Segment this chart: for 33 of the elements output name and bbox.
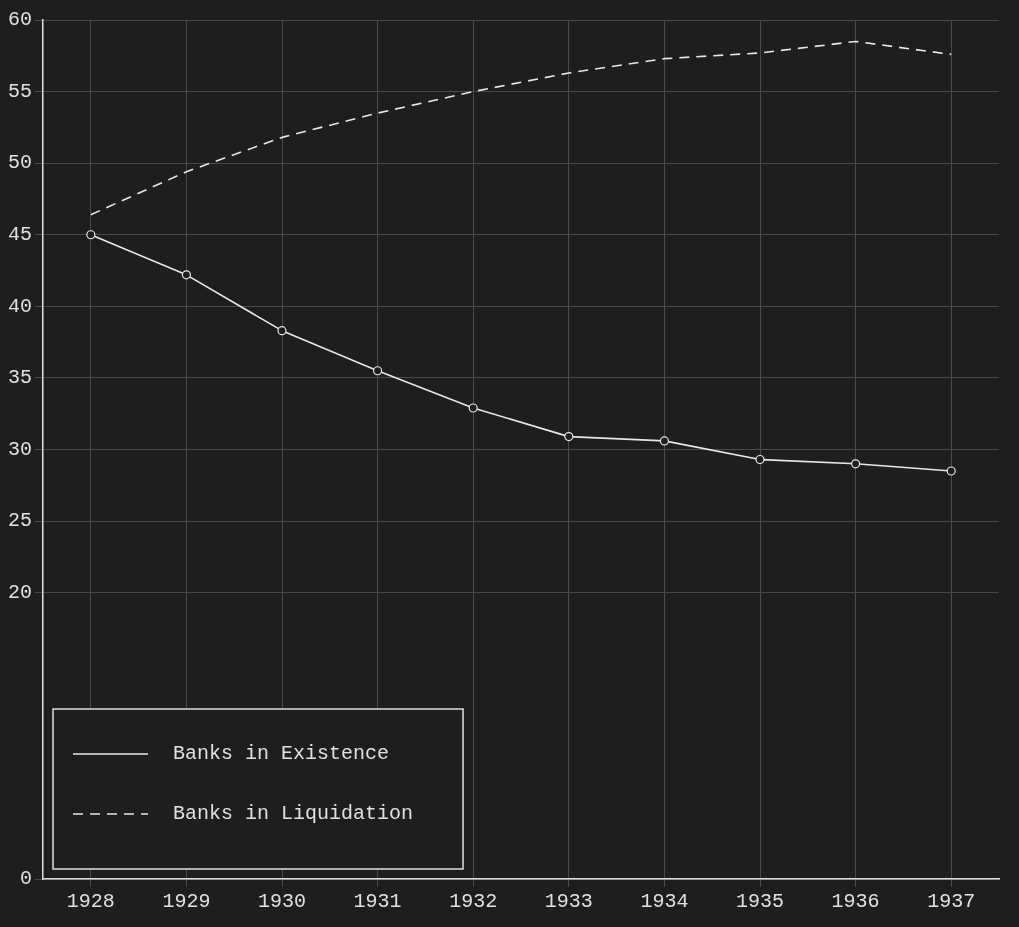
x-tick-label: 1936 (831, 890, 880, 914)
x-tick-label: 1933 (544, 890, 593, 914)
x-tick-label: 1930 (258, 890, 307, 914)
line-series (90, 40, 952, 216)
y-tick-label: 35 (7, 366, 32, 390)
x-tick-label: 1929 (162, 890, 211, 914)
point (277, 326, 287, 336)
x-tick-label: 1937 (927, 890, 976, 914)
legend-label: Banks in Existence (173, 742, 390, 766)
point (86, 230, 96, 240)
x-tick-label: 1932 (449, 890, 498, 914)
y-tick-label: 50 (7, 151, 32, 175)
point (755, 454, 765, 465)
y-tick-label: 30 (7, 437, 32, 461)
legend-label: Banks in Liquidation (173, 802, 414, 826)
x-tick-label: 1935 (735, 890, 785, 914)
y-tick-label: 55 (7, 79, 32, 103)
y-tick-label: 0 (19, 867, 32, 891)
y-tick-label: 20 (7, 580, 32, 604)
x-tick-label: 1934 (640, 890, 689, 914)
point (946, 466, 956, 476)
x-tick-label: 1931 (353, 890, 402, 914)
point (659, 436, 669, 446)
point (564, 432, 574, 442)
y-tick-label: 25 (7, 509, 32, 533)
x-tick-label: 1928 (66, 890, 115, 914)
point (181, 270, 191, 280)
y-tick-label: 45 (7, 223, 32, 247)
y-tick-label: 60 (7, 8, 32, 32)
point (851, 459, 861, 469)
point (373, 366, 383, 376)
point (468, 403, 478, 413)
y-tick-label: 40 (7, 294, 32, 318)
